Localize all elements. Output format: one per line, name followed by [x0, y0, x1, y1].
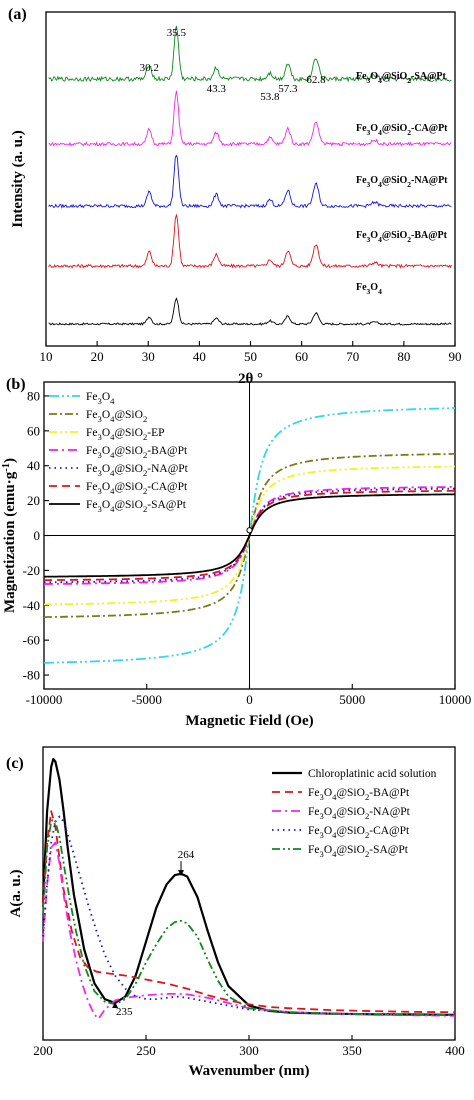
panel-c-annotation-arrowhead [178, 870, 185, 877]
panel-a-series-label: Fe3O4@SiO2-SA@Pt [356, 71, 447, 85]
panel-c-y-axis-title: A(a. u.) [8, 870, 24, 918]
panel-b-y-tick-label: 40 [27, 458, 40, 473]
panel-c-series-line [42, 841, 456, 1020]
panel-b-x-ticks: -10000 -5000 0 5000 10000 [26, 684, 472, 707]
panel-a-peak-label: 35.5 [167, 27, 187, 39]
panel-a-series-labels: Fe3O4@SiO2-SA@Pt Fe3O4@SiO2-CA@Pt Fe3O4@Si… [356, 71, 448, 296]
panel-a-x-tick-label: 60 [295, 349, 308, 364]
panel-a-series-label: Fe3O4@SiO2-BA@Pt [356, 230, 448, 244]
panel-c-series-line [42, 810, 456, 1014]
panel-c-x-tick-label: 300 [239, 1043, 259, 1058]
panel-b-x-tick-label: -10000 [26, 692, 63, 707]
panel-a-x-tick-label: 40 [193, 349, 206, 364]
panel-b-x-tick-label: 5000 [339, 692, 365, 707]
panel-a-label: (a) [8, 6, 27, 23]
panel-b-y-axis-title: Magnetization (emu·g-1) [1, 458, 18, 613]
panel-b-y-tick-label: -60 [23, 633, 40, 648]
panel-a-y-axis-title: Intensity (a. u.) [10, 130, 26, 228]
panel-a-series-line [48, 25, 452, 83]
panel-c-series-line [42, 818, 456, 1016]
panel-a-series-line [48, 90, 452, 147]
panel-c-series [41, 757, 456, 1020]
panel-b-label: (b) [6, 376, 26, 393]
panel-c-x-tick-label: 350 [342, 1043, 362, 1058]
panel-a-x-tick-label: 30 [142, 349, 155, 364]
panel-b-y-tick-label: 0 [34, 528, 41, 543]
panel-b-legend-label: Fe3O4@SiO2-NA@Pt [86, 463, 189, 478]
panel-c-legend-label: Fe3O4@SiO2-BA@Pt [308, 787, 410, 802]
panel-a-x-axis-title: 2θ ° [238, 371, 263, 387]
panel-c-legend-label: Fe3O4@SiO2-SA@Pt [308, 844, 409, 859]
panel-a-x-tick-label: 90 [449, 349, 462, 364]
panel-c-annotation-label: 264 [178, 849, 195, 861]
panel-a-series-line [48, 297, 452, 326]
panel-a-peak-labels: 30.2 35.5 43.3 53.857.3 62.8 [140, 27, 326, 103]
panel-a-peak-label: 62.8 [306, 74, 326, 86]
panel-b-series-line [44, 407, 455, 664]
panel-c-x-axis-title: Wavenumber (nm) [189, 1063, 310, 1079]
panel-a-series-label: Fe3O4 [356, 282, 382, 296]
panel-b-legend-label: Fe3O4 [86, 391, 115, 406]
panel-a-peak-label: 53.8 [260, 91, 280, 103]
panel-c-annotations: 264 235 [112, 849, 195, 1018]
panel-a-series [48, 25, 452, 326]
panel-c-label: (c) [6, 755, 24, 772]
panel-b-series-line [44, 493, 455, 578]
panel-b-y-tick-label: -40 [23, 598, 40, 613]
panel-a-series-line [48, 154, 452, 209]
panel-b-x-tick-label: 0 [246, 692, 253, 707]
panel-c-annotation-arrowhead [112, 1002, 119, 1009]
panel-a-series-label: Fe3O4@SiO2-CA@Pt [356, 123, 448, 137]
panel-a-x-ticks: 10 20 30 40 50 60 70 80 90 [40, 341, 462, 364]
panel-b-series-line [44, 465, 455, 606]
panel-c-legend: Chloroplatinic acid solution Fe3O4@SiO2-B… [272, 768, 437, 859]
panel-b-x-tick-label: 10000 [439, 692, 472, 707]
panel-c-x-ticks: 200 250 300 350 400 [33, 1035, 465, 1058]
panel-a-x-tick-label: 50 [244, 349, 257, 364]
panel-b-legend-label: Fe3O4@SiO2 [86, 409, 147, 424]
panel-b-origin-marker [246, 527, 253, 534]
panel-b-legend-label: Fe3O4@SiO2-BA@Pt [86, 445, 188, 460]
panel-a-peak-label: 43.3 [207, 83, 227, 95]
panel-b-y-tick-label: 60 [27, 423, 40, 438]
panel-b-y-tick-label: 20 [27, 493, 40, 508]
panel-b-x-axis-title: Magnetic Field (Oe) [185, 713, 313, 729]
panel-b-legend-label: Fe3O4@SiO2-SA@Pt [86, 499, 187, 514]
panel-b-x-tick-label: -5000 [132, 692, 162, 707]
panel-b-legend-label: Fe3O4@SiO2-CA@Pt [86, 481, 188, 496]
panel-b-legend: Fe3O4 Fe3O4@SiO2 Fe3O4@SiO2-EP Fe3O4@SiO2-B… [49, 391, 189, 514]
panel-a-peak-label: 30.2 [140, 62, 159, 74]
panel-b-y-tick-label: -20 [23, 563, 40, 578]
panel-b-series [44, 407, 455, 664]
panel-a-x-tick-label: 80 [397, 349, 410, 364]
panel-b-y-tick-label: 80 [27, 388, 40, 403]
panel-b-y-ticks: -80 -60 -40 -20 0 20 40 60 80 [23, 388, 49, 683]
panel-b-series-line [44, 486, 455, 585]
panel-c-legend-label: Fe3O4@SiO2-CA@Pt [308, 825, 410, 840]
panel-c-x-tick-label: 200 [33, 1043, 53, 1058]
panel-c-x-tick-label: 400 [445, 1043, 465, 1058]
panel-a-peak-label: 57.3 [278, 83, 298, 95]
panel-c-x-tick-label: 250 [136, 1043, 156, 1058]
panel-b-y-tick-label: -80 [23, 668, 40, 683]
panel-c-legend-label: Fe3O4@SiO2-NA@Pt [308, 806, 411, 821]
panel-a-x-tick-label: 20 [91, 349, 104, 364]
panel-a-x-tick-label: 10 [40, 349, 53, 364]
panel-c-legend-label: Chloroplatinic acid solution [308, 768, 437, 780]
panel-a-series-label: Fe3O4@SiO2-NA@Pt [356, 175, 448, 189]
panel-b-legend-label: Fe3O4@SiO2-EP [86, 427, 165, 442]
panel-a-x-tick-label: 70 [346, 349, 359, 364]
panel-a-series-line [48, 213, 452, 269]
panel-c-annotation-label: 235 [116, 1006, 133, 1018]
